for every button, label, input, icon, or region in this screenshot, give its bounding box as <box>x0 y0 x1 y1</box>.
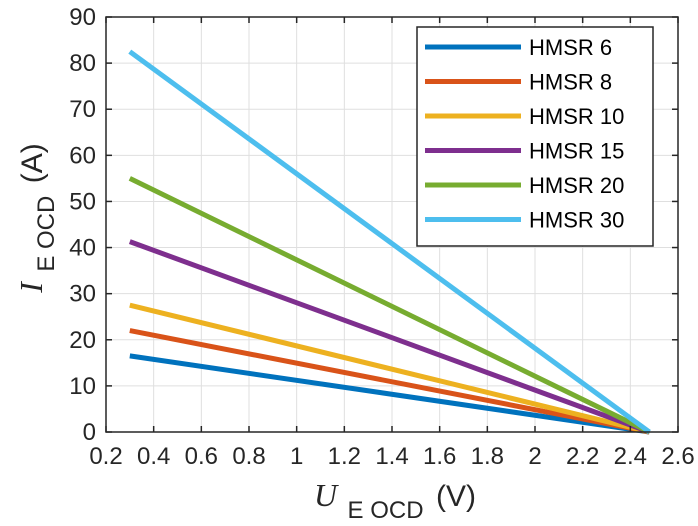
series-line-hmsr-6 <box>129 353 650 435</box>
series-lines <box>128 49 651 435</box>
x-tick-label: 0.2 <box>89 443 122 470</box>
x-axis-subscript: E OCD <box>348 497 424 524</box>
y-tick-label: 40 <box>69 235 96 262</box>
legend: HMSR 6 HMSR 8 HMSR 10 HMSR 15 HMSR 20 HMSR 30 <box>416 26 654 247</box>
y-tick-label: 20 <box>69 327 96 354</box>
x-tick-label: 2.4 <box>614 443 647 470</box>
x-axis-unit: (V) <box>436 480 476 513</box>
x-tick-label: 1.4 <box>375 443 408 470</box>
x-tick-label: 0.4 <box>137 443 170 470</box>
y-axis-unit: (A) <box>16 143 49 183</box>
x-axis-ticks: 0.2 0.4 0.6 0.8 1 1.2 1.4 1.6 1.8 2 2.2 2.4 2.6 <box>89 17 695 470</box>
x-axis-label: U E OCD (V) <box>314 477 476 524</box>
series-line-hmsr-20 <box>128 176 651 435</box>
y-tick-label: 60 <box>69 142 96 169</box>
y-tick-label: 80 <box>69 50 96 77</box>
x-tick-label: 1.2 <box>328 443 361 470</box>
x-tick-label: 0.8 <box>232 443 265 470</box>
legend-label: HMSR 8 <box>529 70 612 95</box>
y-tick-label: 70 <box>69 96 96 123</box>
y-axis-variable: I <box>13 281 49 294</box>
x-tick-label: 1.6 <box>423 443 456 470</box>
y-axis-subscript: E OCD <box>33 196 60 272</box>
x-tick-label: 1.8 <box>471 443 504 470</box>
y-tick-label: 10 <box>69 373 96 400</box>
y-tick-label: 90 <box>69 4 96 31</box>
legend-box <box>416 26 654 247</box>
y-tick-label: 30 <box>69 281 96 308</box>
x-axis-variable: U <box>314 477 339 513</box>
x-tick-label: 0.6 <box>185 443 218 470</box>
series-line-hmsr-8 <box>129 328 650 435</box>
x-tick-label: 2.2 <box>566 443 599 470</box>
series-line-hmsr-15 <box>128 239 651 435</box>
y-axis-label: I E OCD (A) <box>13 143 60 294</box>
legend-label: HMSR 6 <box>529 35 612 60</box>
x-tick-label: 2 <box>528 443 541 470</box>
x-tick-label: 1 <box>290 443 303 470</box>
series-line-hmsr-10 <box>129 302 650 435</box>
y-tick-label: 0 <box>83 419 96 446</box>
series-line-hmsr-30 <box>128 49 651 435</box>
legend-label: HMSR 30 <box>529 208 624 233</box>
x-tick-label: 2.6 <box>661 443 694 470</box>
legend-label: HMSR 15 <box>529 139 624 164</box>
legend-label: HMSR 20 <box>529 173 624 198</box>
y-axis-ticks: 0 10 20 30 40 50 60 70 80 90 <box>69 4 678 446</box>
legend-label: HMSR 10 <box>529 104 624 129</box>
y-tick-label: 50 <box>69 188 96 215</box>
